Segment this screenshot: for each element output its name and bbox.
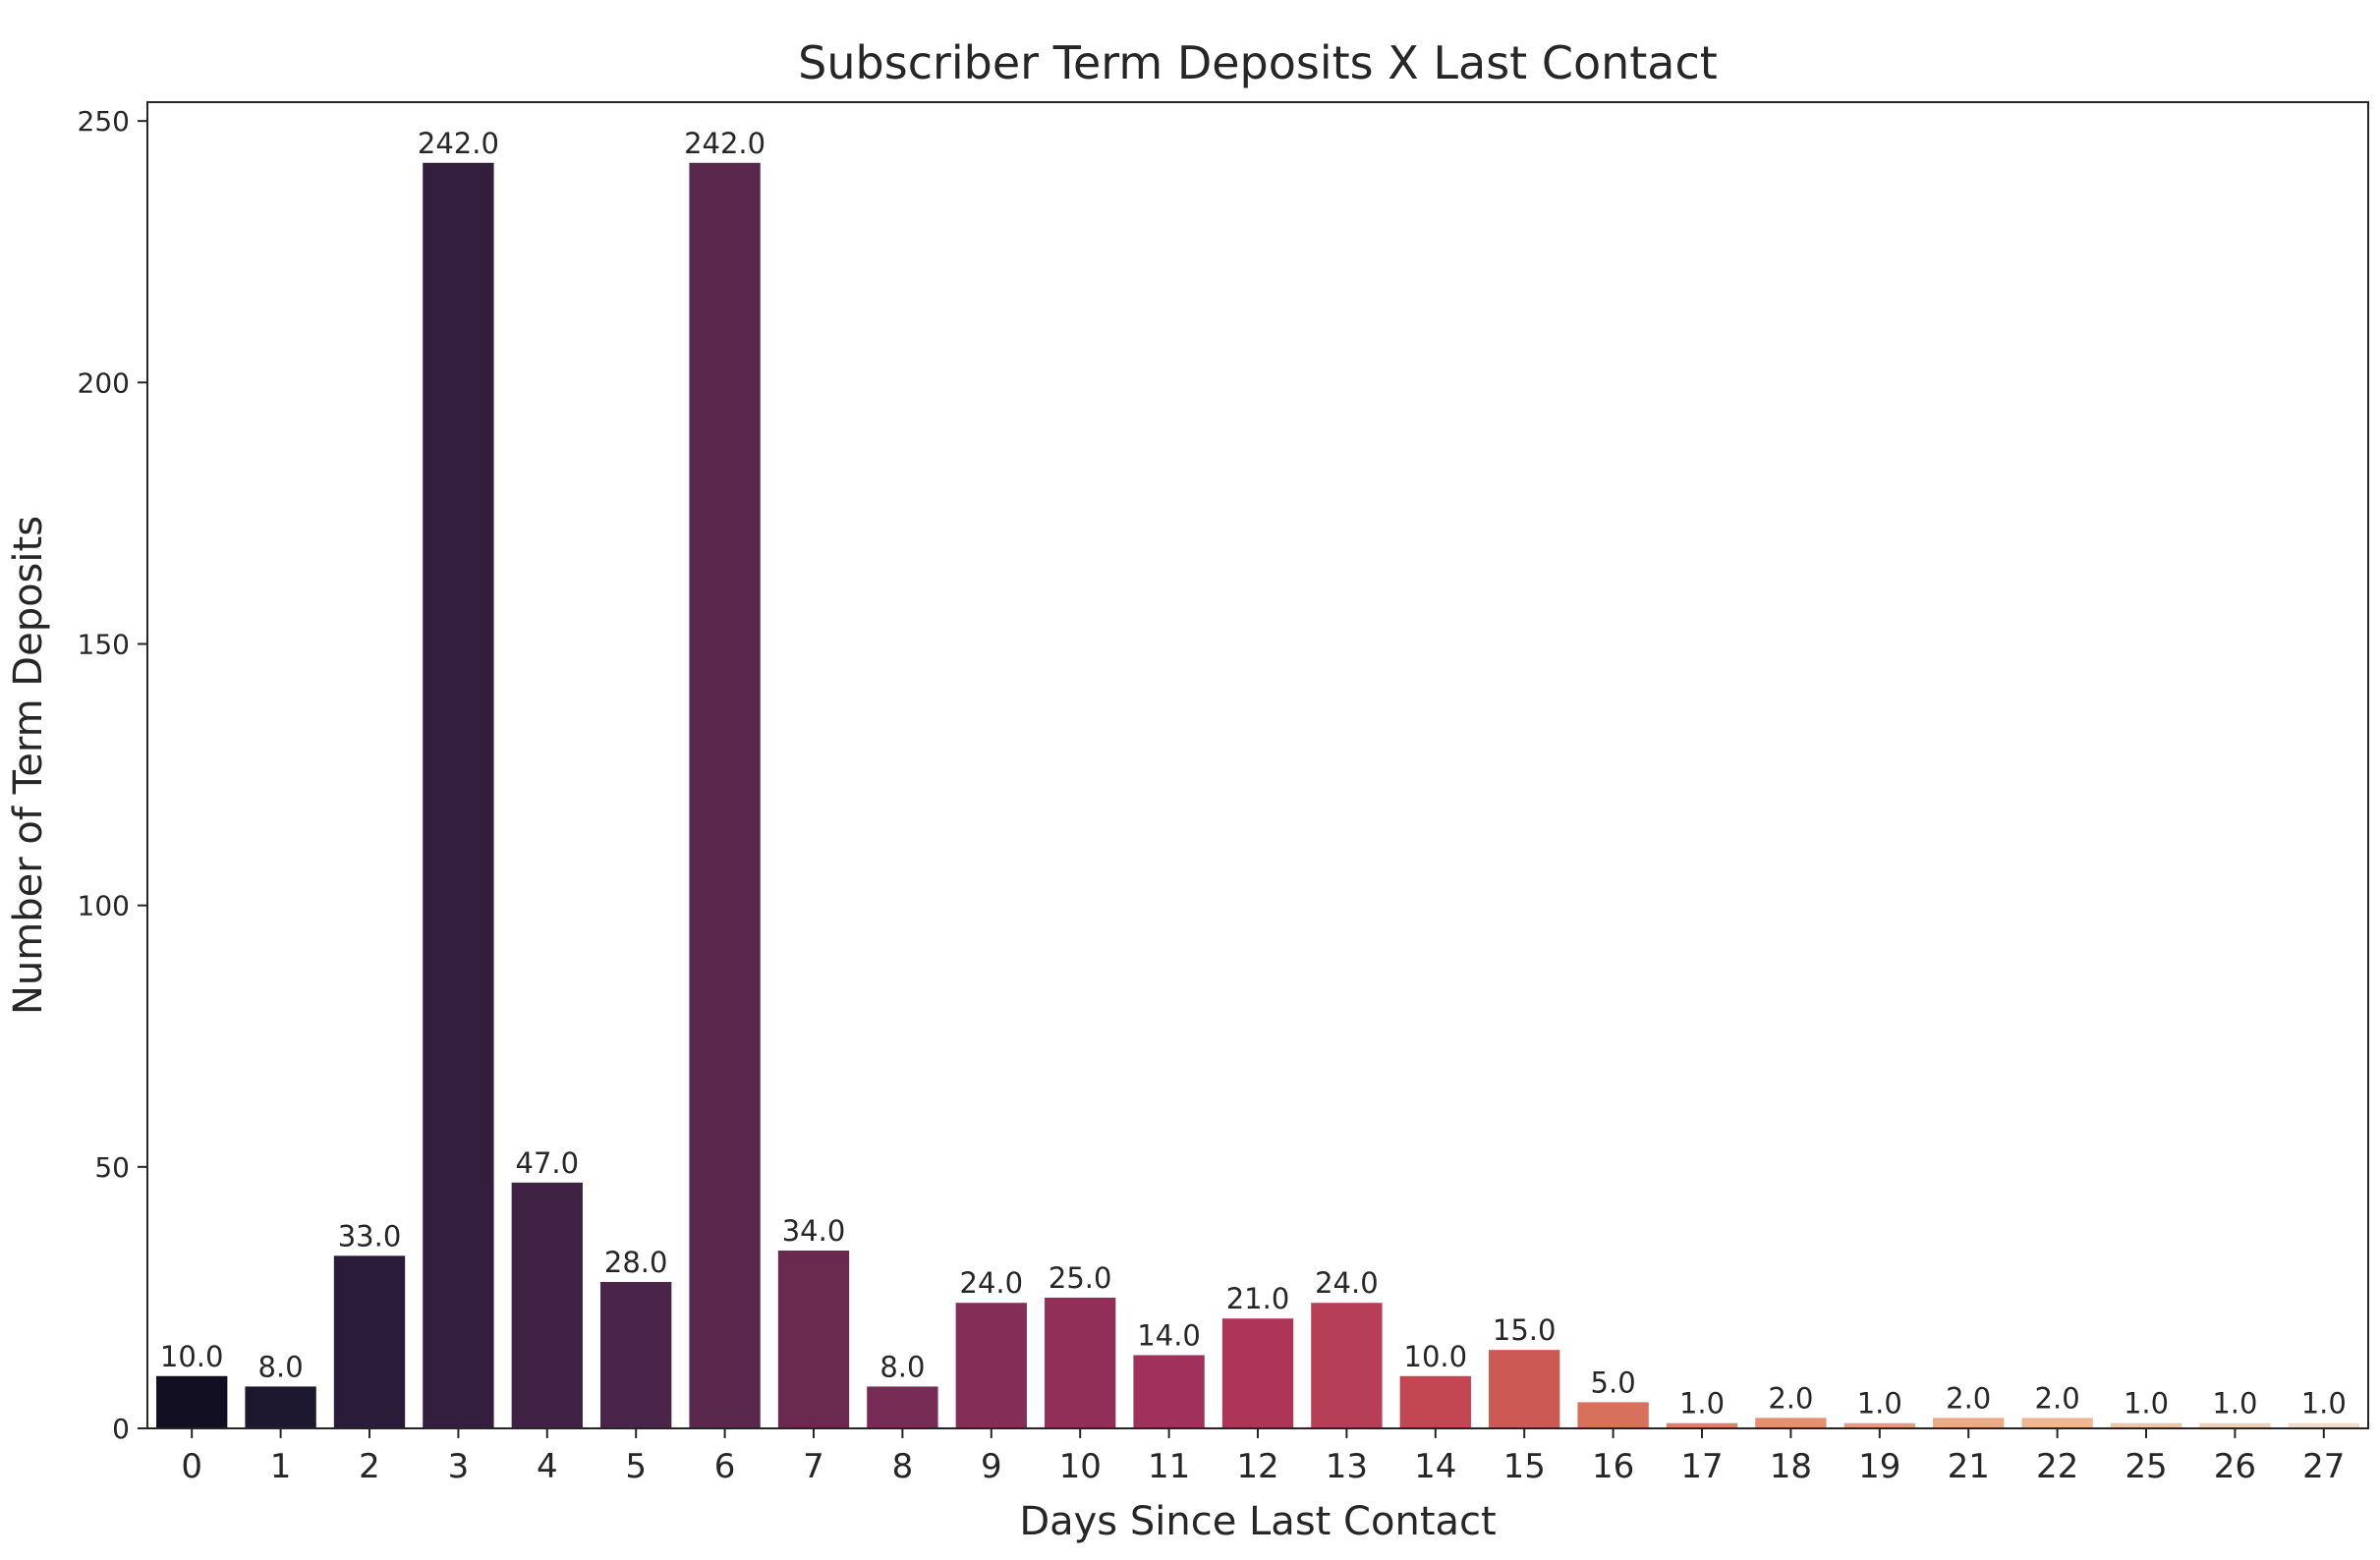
- bar-value-label: 47.0: [516, 1146, 580, 1180]
- bar-value-label: 2.0: [1946, 1381, 1991, 1415]
- y-tick-label: 200: [78, 366, 130, 399]
- x-tick-label: 9: [981, 1447, 1002, 1486]
- x-tick-label: 26: [2214, 1447, 2256, 1486]
- bar-value-label: 1.0: [2301, 1387, 2347, 1421]
- bar-value-label: 28.0: [604, 1246, 668, 1279]
- bar-value-label: 1.0: [1679, 1387, 1725, 1421]
- x-tick-label: 14: [1414, 1447, 1456, 1486]
- x-tick-label: 11: [1148, 1447, 1190, 1486]
- bar-value-label: 2.0: [1768, 1381, 1813, 1415]
- bar-27: [2288, 1422, 2359, 1428]
- x-tick-label: 7: [803, 1447, 824, 1486]
- x-tick-label: 13: [1326, 1447, 1368, 1486]
- y-tick-label: 250: [78, 105, 130, 138]
- x-tick-label: 5: [625, 1447, 647, 1486]
- bar-value-label: 8.0: [879, 1350, 925, 1383]
- bar-value-label: 1.0: [2124, 1387, 2169, 1421]
- bar-19: [1843, 1422, 1915, 1428]
- x-tick-label: 22: [2036, 1447, 2078, 1486]
- bar-13: [1311, 1303, 1383, 1428]
- bar-value-label: 33.0: [338, 1219, 402, 1253]
- bar-0: [156, 1375, 228, 1428]
- x-tick-label: 16: [1592, 1447, 1634, 1486]
- bar-1: [245, 1386, 316, 1428]
- x-tick-label: 3: [448, 1447, 470, 1486]
- y-tick-label: 150: [78, 628, 130, 660]
- y-tick-label: 100: [78, 890, 130, 922]
- x-tick-label: 19: [1858, 1447, 1900, 1486]
- y-tick-label: 50: [94, 1151, 130, 1184]
- bar-2: [333, 1255, 406, 1428]
- bar-value-label: 1.0: [2212, 1387, 2257, 1421]
- x-tick-label: 17: [1680, 1447, 1723, 1486]
- bar-9: [955, 1303, 1027, 1428]
- bar-value-label: 5.0: [1591, 1365, 1636, 1399]
- bar-14: [1399, 1375, 1471, 1428]
- chart-title: Subscriber Term Deposits X Last Contact: [798, 36, 1718, 89]
- bar-12: [1221, 1318, 1294, 1428]
- bar-11: [1133, 1355, 1205, 1428]
- bar-22: [2021, 1418, 2093, 1428]
- bar-value-label: 14.0: [1137, 1318, 1201, 1352]
- bar-25: [2110, 1422, 2182, 1428]
- x-tick-label: 0: [181, 1447, 202, 1486]
- x-tick-label: 12: [1236, 1447, 1278, 1486]
- bar-26: [2199, 1422, 2271, 1428]
- bar-15: [1489, 1350, 1560, 1428]
- y-axis: 0 50 100 150 200 250: [78, 105, 147, 1445]
- bar-16: [1577, 1402, 1649, 1428]
- bar-value-label: 1.0: [1857, 1387, 1902, 1421]
- bar-3: [423, 162, 494, 1429]
- x-tick-label: 18: [1770, 1447, 1812, 1486]
- x-tick-label: 6: [714, 1447, 736, 1486]
- bar-18: [1755, 1418, 1827, 1428]
- bar-6: [689, 162, 761, 1429]
- x-tick-label: 8: [892, 1447, 914, 1486]
- bar-value-label: 242.0: [684, 127, 765, 160]
- x-tick-label: 1: [270, 1447, 292, 1486]
- x-axis: 0 1 2 3 4 5 6 7 8 9 10 11 12 13 14 15 16 17 18 19 21 22 25 26 27: [181, 1428, 2345, 1486]
- bar-value-label: 24.0: [960, 1266, 1024, 1300]
- bar-value-label: 10.0: [160, 1340, 224, 1373]
- bar-value-label: 34.0: [782, 1214, 846, 1248]
- bar-value-label: 25.0: [1048, 1261, 1112, 1295]
- x-tick-label: 2: [359, 1447, 380, 1486]
- bar-value-label: 242.0: [418, 127, 499, 160]
- x-tick-label: 27: [2302, 1447, 2345, 1486]
- bar-17: [1666, 1422, 1738, 1428]
- bar-7: [777, 1251, 850, 1428]
- bar-labels-layer: 10.0 8.0 33.0 242.0 47.0 28.0 242.0 34.0 8.0 24.0…: [160, 127, 2347, 1421]
- bars-layer: [156, 162, 2359, 1429]
- y-axis-label: Number of Term Deposits: [6, 516, 51, 1015]
- bar-value-label: 8.0: [258, 1350, 304, 1383]
- x-tick-label: 21: [1948, 1447, 1990, 1486]
- x-tick-label: 15: [1503, 1447, 1546, 1486]
- bar-21: [1933, 1418, 2005, 1428]
- x-tick-label: 4: [537, 1447, 558, 1486]
- bar-4: [511, 1182, 583, 1428]
- bar-10: [1045, 1297, 1116, 1428]
- x-axis-label: Days Since Last Contact: [1019, 1499, 1496, 1544]
- bar-value-label: 10.0: [1404, 1340, 1468, 1373]
- x-tick-label: 10: [1059, 1447, 1102, 1486]
- plot-frame: [146, 101, 2369, 1429]
- bar-8: [867, 1386, 938, 1428]
- bar-value-label: 21.0: [1226, 1282, 1290, 1315]
- bar-value-label: 15.0: [1493, 1313, 1557, 1347]
- bar-value-label: 24.0: [1315, 1266, 1379, 1300]
- y-tick-label: 0: [112, 1413, 130, 1445]
- bar-5: [600, 1281, 672, 1428]
- bar-value-label: 2.0: [2035, 1381, 2080, 1415]
- x-tick-label: 25: [2125, 1447, 2167, 1486]
